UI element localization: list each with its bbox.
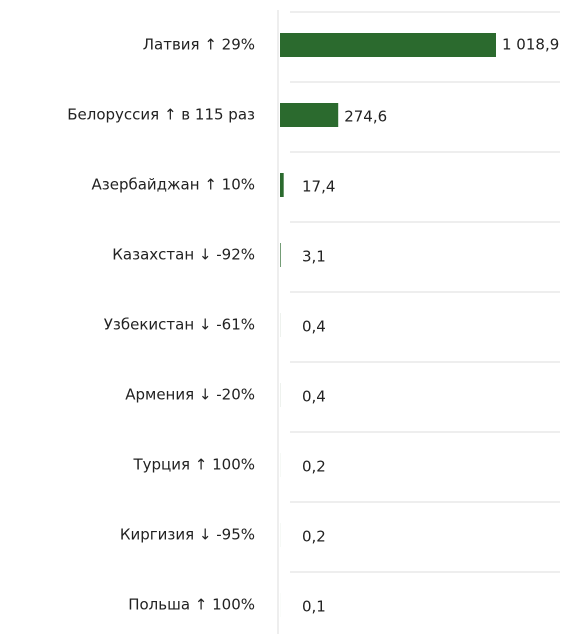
- value-label: 0,4: [302, 388, 326, 406]
- category-label: Латвия ↑ 29%: [143, 36, 255, 54]
- category-label: Киргизия ↓ -95%: [120, 526, 255, 544]
- category-label: Белоруссия ↑ в 115 раз: [67, 106, 255, 124]
- category-label: Узбекистан ↓ -61%: [104, 316, 255, 334]
- category-label: Польша ↑ 100%: [128, 596, 255, 614]
- bar: [280, 33, 496, 57]
- value-label: 0,4: [302, 318, 326, 336]
- value-label: 0,2: [302, 528, 326, 546]
- value-label: 3,1: [302, 248, 326, 266]
- bar: [280, 243, 281, 267]
- category-label: Армения ↓ -20%: [125, 386, 255, 404]
- bar: [280, 103, 339, 127]
- category-label: Турция ↑ 100%: [132, 456, 255, 474]
- category-label: Казахстан ↓ -92%: [112, 246, 255, 264]
- value-label: 274,6: [344, 108, 387, 126]
- value-label: 0,2: [302, 458, 326, 476]
- category-label: Азербайджан ↑ 10%: [91, 176, 255, 194]
- value-label: 1 018,9: [502, 36, 559, 54]
- value-label: 17,4: [302, 178, 335, 196]
- value-label: 0,1: [302, 598, 326, 616]
- bar: [280, 173, 284, 197]
